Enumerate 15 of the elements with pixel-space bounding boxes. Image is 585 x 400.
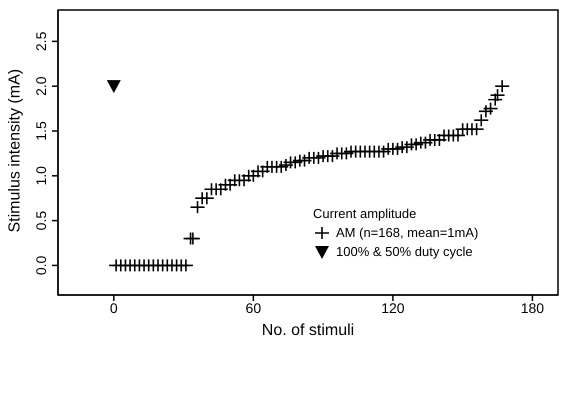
legend-label: 100% & 50% duty cycle bbox=[336, 243, 473, 261]
legend-title: Current amplitude bbox=[313, 205, 418, 223]
x-tick-label: 120 bbox=[381, 300, 405, 316]
y-tick-label: 2.0 bbox=[33, 76, 49, 96]
y-tick-label: 0.5 bbox=[33, 210, 49, 230]
y-tick-label: 1.0 bbox=[33, 166, 49, 186]
y-tick-label: 1.5 bbox=[33, 121, 49, 141]
x-tick-label: 60 bbox=[246, 300, 262, 316]
y-tick-label: 0.0 bbox=[33, 255, 49, 276]
x-tick-label: 0 bbox=[110, 300, 118, 316]
y-axis-title: Stimulus intensity (mA) bbox=[6, 68, 24, 232]
x-axis-title: No. of stimuli bbox=[262, 322, 354, 339]
y-tick-label: 2.5 bbox=[33, 31, 49, 52]
x-tick-label: 180 bbox=[520, 300, 544, 316]
legend-label: AM (n=168, mean=1mA) bbox=[336, 224, 478, 242]
